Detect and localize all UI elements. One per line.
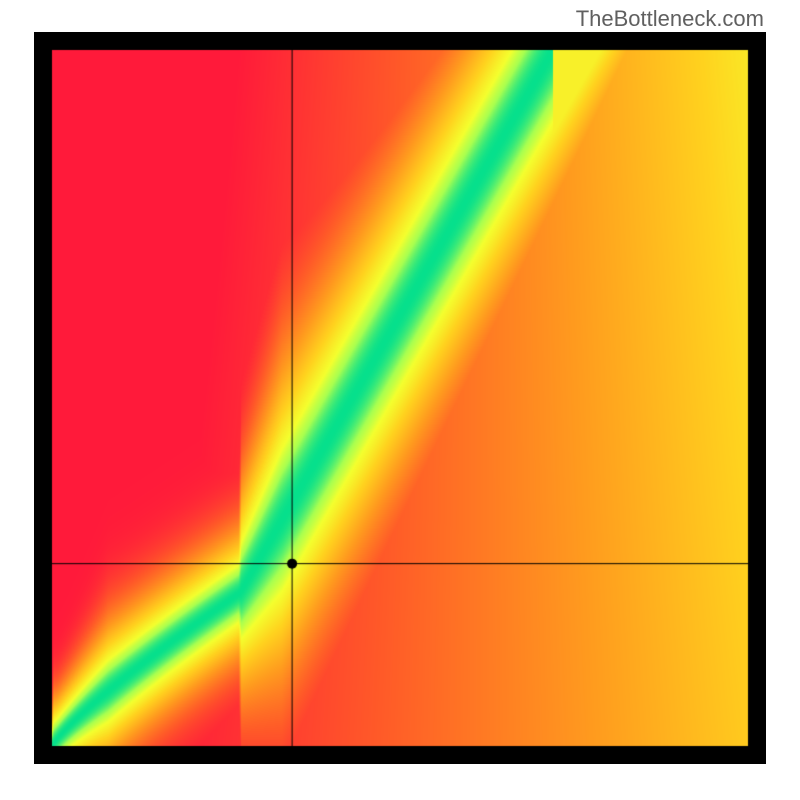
heatmap-canvas <box>34 32 766 764</box>
watermark-text: TheBottleneck.com <box>576 6 764 32</box>
chart-container: TheBottleneck.com <box>0 0 800 800</box>
plot-frame <box>34 32 766 764</box>
